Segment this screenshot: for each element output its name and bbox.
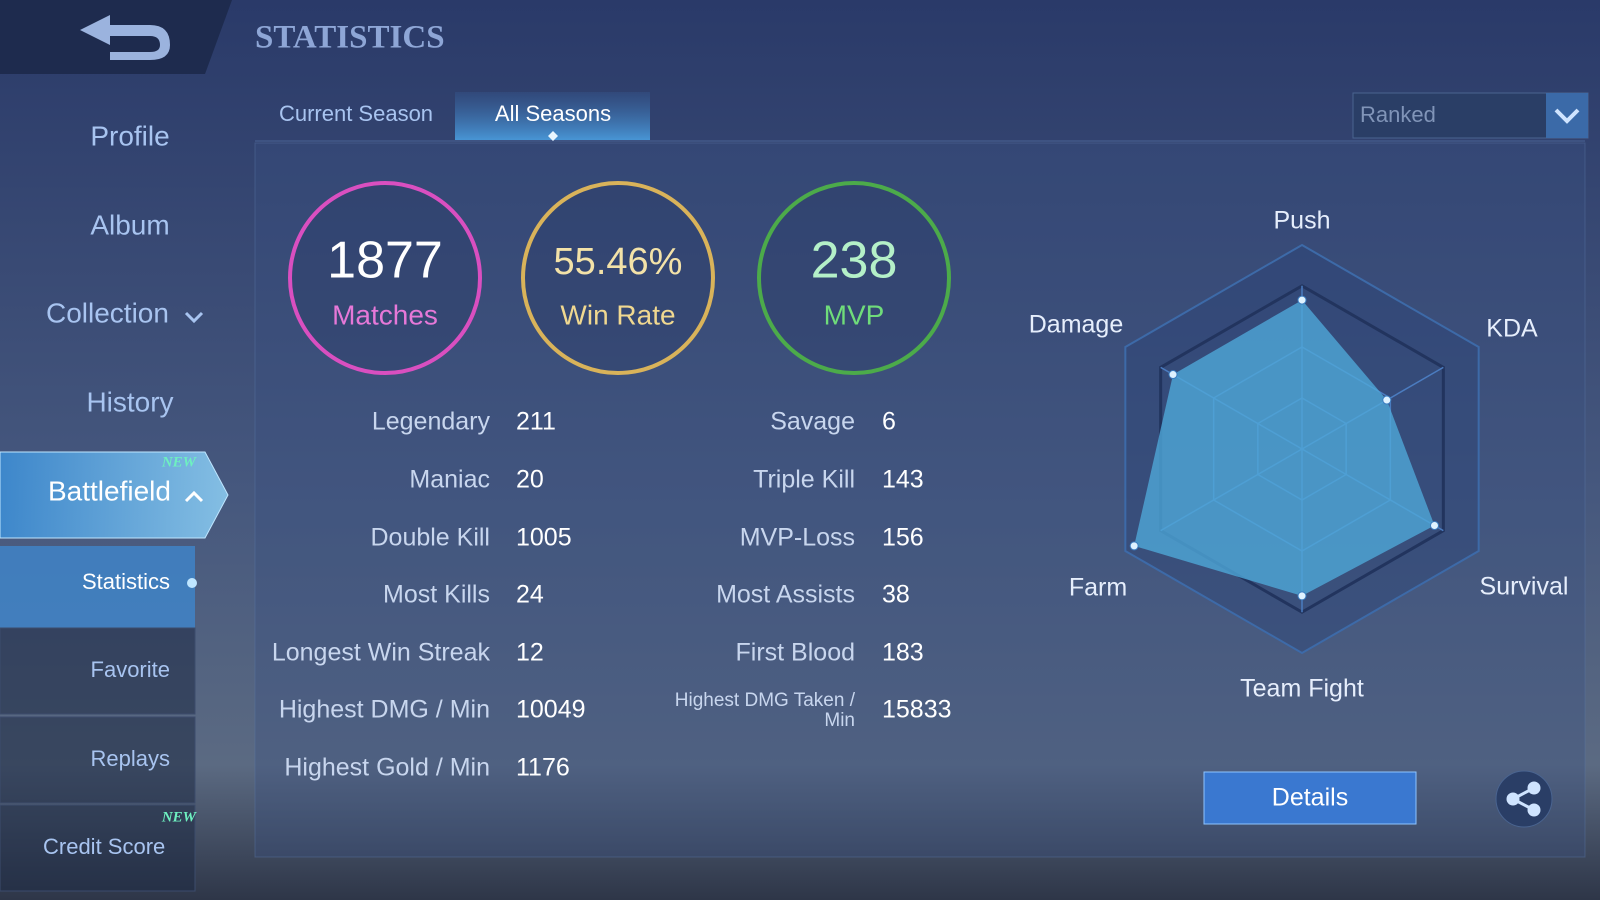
stat-value: 10049 [516, 696, 586, 724]
sidebar-sub-bg [0, 716, 196, 804]
sidebar-item[interactable]: Album [90, 209, 169, 240]
stat-label: Double Kill [370, 524, 490, 552]
sidebar-item[interactable]: History [86, 386, 173, 417]
tab[interactable]: All Seasons [495, 101, 611, 126]
stat-label: MVP-Loss [740, 524, 855, 552]
summary-ring [288, 181, 482, 375]
dropdown-arrow-bg [1546, 93, 1588, 138]
chevron-down [184, 311, 204, 324]
sidebar-item[interactable]: Battlefield [48, 475, 171, 506]
sidebar-item[interactable]: Statistics [82, 569, 170, 594]
radar-point [1382, 395, 1392, 405]
stat-label: First Blood [736, 639, 855, 667]
back-button[interactable] [0, 0, 232, 74]
stat-value: 6 [882, 408, 896, 436]
stat-label: Highest DMG / Min [279, 696, 490, 724]
sidebar-sub-bg [0, 804, 196, 892]
new-badge: NEW [161, 809, 198, 825]
stat-label: Longest Win Streak [272, 639, 491, 667]
sidebar-item[interactable]: Collection [46, 297, 169, 328]
stat-label: Most Kills [383, 581, 490, 609]
stat-value: 20 [516, 466, 544, 494]
dropdown-arrow [1554, 108, 1580, 124]
new-badge: NEW [161, 454, 198, 470]
summary-value: 55.46% [554, 241, 683, 283]
stat-value: 1005 [516, 524, 572, 552]
stat-label: Savage [770, 408, 855, 436]
stat-label: Maniac [409, 466, 490, 494]
radar-point [1129, 541, 1139, 551]
radar-point [1297, 591, 1307, 601]
stat-label: Triple Kill [753, 466, 855, 494]
radar-point [1430, 521, 1440, 530]
sidebar-active-bg [0, 451, 229, 539]
stat-value: 143 [882, 466, 924, 494]
sidebar-sub-active-bg [0, 546, 195, 628]
summary-value: 1877 [327, 232, 443, 290]
share-icon [1506, 781, 1541, 817]
stat-label-line: Min [824, 710, 855, 731]
summary-ring [757, 181, 951, 375]
stat-value: 12 [516, 639, 544, 667]
radar-label: Push [1274, 207, 1331, 235]
stat-value: 15833 [882, 696, 952, 724]
summary-ring [521, 181, 715, 375]
tab[interactable]: Current Season [279, 101, 433, 126]
stat-label: Most Assists [716, 581, 855, 609]
radar-label: Team Fight [1240, 675, 1364, 703]
chevron-up [184, 490, 204, 503]
tab-indicator [548, 131, 558, 141]
page-title: STATISTICS [255, 20, 445, 56]
dropdown-label: Ranked [1360, 102, 1436, 127]
back-icon [80, 15, 170, 60]
sidebar-sub-bg [0, 627, 196, 715]
stat-label: Legendary [372, 408, 491, 436]
active-dot [187, 578, 197, 588]
sidebar-item[interactable]: Credit Score [43, 834, 165, 859]
details-button[interactable] [1203, 771, 1417, 825]
stat-value: 211 [516, 408, 556, 436]
stat-label-line: Highest DMG Taken / [675, 690, 856, 711]
radar-point [1168, 370, 1178, 380]
stat-value: 156 [882, 524, 924, 552]
stat-value: 1176 [516, 754, 570, 782]
radar-area [1134, 300, 1435, 596]
radar-label: Farm [1069, 574, 1127, 602]
summary-label: Matches [332, 299, 438, 330]
radar-label: KDA [1486, 315, 1538, 343]
stat-value: 38 [882, 581, 910, 609]
details-label: Details [1272, 784, 1348, 812]
stat-label: Highest Gold / Min [284, 754, 490, 782]
stat-label: Highest DMG Taken / Min [675, 690, 856, 731]
stat-value: 183 [882, 639, 924, 667]
sidebar-item[interactable]: Favorite [91, 657, 170, 682]
stat-value: 24 [516, 581, 544, 609]
radar-label: Damage [1029, 311, 1124, 339]
summary-label: MVP [824, 299, 885, 330]
radar-point [1297, 295, 1307, 305]
share-button[interactable] [1495, 770, 1553, 828]
summary-label: Win Rate [560, 299, 675, 330]
sidebar-item[interactable]: Profile [90, 120, 169, 151]
summary-value: 238 [811, 232, 898, 290]
sidebar-item[interactable]: Replays [91, 746, 170, 771]
radar-label: Survival [1480, 573, 1569, 601]
